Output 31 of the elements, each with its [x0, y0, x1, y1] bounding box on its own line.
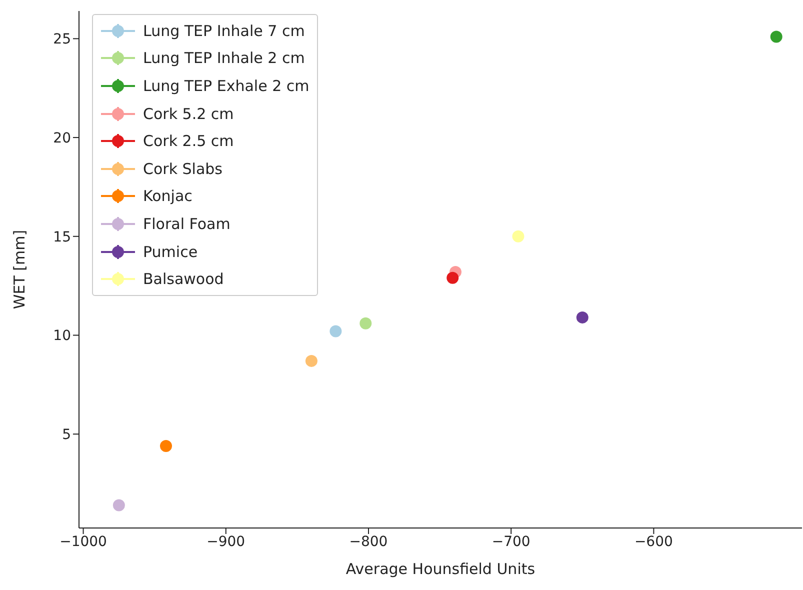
y-axis-title: WET [mm]	[10, 230, 28, 310]
x-tick-label: −700	[492, 534, 530, 550]
x-axis-title: Average Hounsfield Units	[346, 560, 536, 578]
x-tick-label: −600	[634, 534, 673, 550]
x-tick-label: −1000	[60, 534, 107, 550]
y-tick-label: 25	[53, 32, 71, 48]
point	[770, 30, 782, 43]
legend-label: Lung TEP Inhale 7 cm	[143, 22, 305, 40]
y-tick-label: 10	[53, 328, 71, 344]
legend-label: Lung TEP Exhale 2 cm	[143, 76, 310, 95]
point	[112, 499, 125, 512]
legend-label: Floral Foam	[143, 214, 230, 233]
legend-label: Balsawood	[143, 270, 224, 288]
y-tick-label: 20	[53, 130, 71, 146]
legend-label: Pumice	[143, 242, 198, 261]
legend-label: Cork 2.5 cm	[143, 132, 234, 150]
legend-label: Cork 5.2 cm	[143, 104, 234, 123]
point	[330, 325, 342, 338]
point	[360, 317, 372, 330]
x-tick-label: −900	[206, 534, 246, 550]
y-tick-label: 5	[62, 427, 71, 444]
point	[446, 272, 459, 284]
point	[160, 440, 172, 452]
x-tick-label: −800	[349, 534, 388, 550]
legend-label: Konjac	[143, 187, 192, 206]
legend-label: Cork Slabs	[143, 160, 222, 178]
y-tick-label: 15	[53, 229, 71, 246]
legend-label: Lung TEP Inhale 2 cm	[143, 49, 305, 68]
point	[512, 230, 524, 242]
point	[576, 311, 588, 324]
point	[305, 354, 318, 367]
